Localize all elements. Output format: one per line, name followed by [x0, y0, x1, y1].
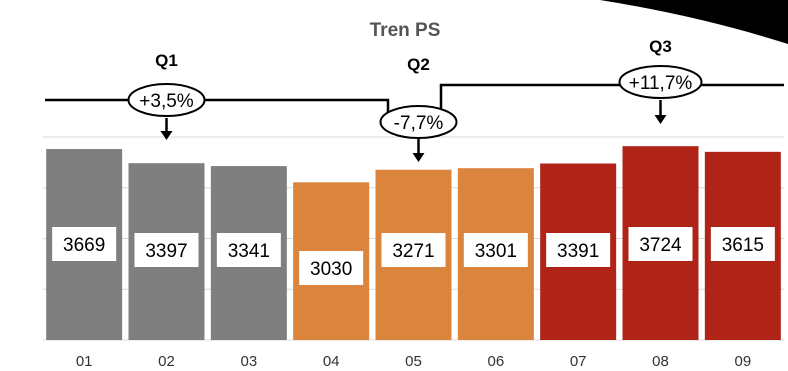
value-label-box [463, 233, 528, 267]
quarter-label: Q3 [649, 37, 672, 56]
value-label: 3615 [722, 235, 764, 256]
change-bubble [379, 105, 458, 139]
change-bubble [127, 83, 206, 117]
x-axis-ticks: 01 02 03 04 05 06 07 08 09 [76, 353, 751, 370]
arrow-head [160, 131, 173, 140]
x-tick-label: 05 [405, 353, 422, 370]
value-label-box [134, 233, 199, 267]
change-label: +11,7% [629, 73, 693, 94]
trend-annotations: Q1 +3,5% Q2 -7,7% Q3 +11,7% [45, 37, 784, 162]
value-label: 3271 [392, 241, 434, 262]
value-label-box [299, 251, 364, 285]
value-label-box [381, 233, 446, 267]
value-label-box [216, 233, 281, 267]
quarter-label: Q2 [407, 55, 430, 74]
value-label: 3030 [310, 259, 352, 280]
value-label: 3391 [557, 241, 599, 262]
x-tick-label: 07 [570, 353, 587, 370]
x-tick-label: 06 [487, 353, 504, 370]
value-label-box [628, 227, 693, 261]
x-tick-label: 04 [323, 353, 340, 370]
value-label: 3397 [145, 241, 187, 262]
value-label: 3724 [639, 235, 682, 256]
arrow-head [654, 115, 667, 124]
change-label: +3,5% [139, 91, 194, 112]
x-tick-label: 01 [76, 353, 93, 370]
chart-title: Tren PS [370, 20, 441, 41]
value-labels: 3669 3397 3341 3030 3271 3301 3391 3724 3615 [52, 227, 775, 285]
x-tick-label: 08 [652, 353, 669, 370]
x-tick-label: 03 [240, 353, 257, 370]
value-label-box [546, 233, 611, 267]
change-bubble [618, 65, 703, 99]
x-tick-label: 09 [734, 353, 751, 370]
x-tick-label: 02 [158, 353, 175, 370]
arrow-head [412, 153, 425, 162]
change-label: -7,7% [394, 113, 444, 134]
value-label: 3341 [228, 241, 270, 262]
corner-decoration [600, 0, 788, 44]
value-label: 3669 [63, 235, 105, 256]
value-label-box [52, 227, 117, 261]
value-label: 3301 [475, 241, 517, 262]
quarter-label: Q1 [155, 51, 178, 70]
value-label-box [710, 227, 775, 261]
